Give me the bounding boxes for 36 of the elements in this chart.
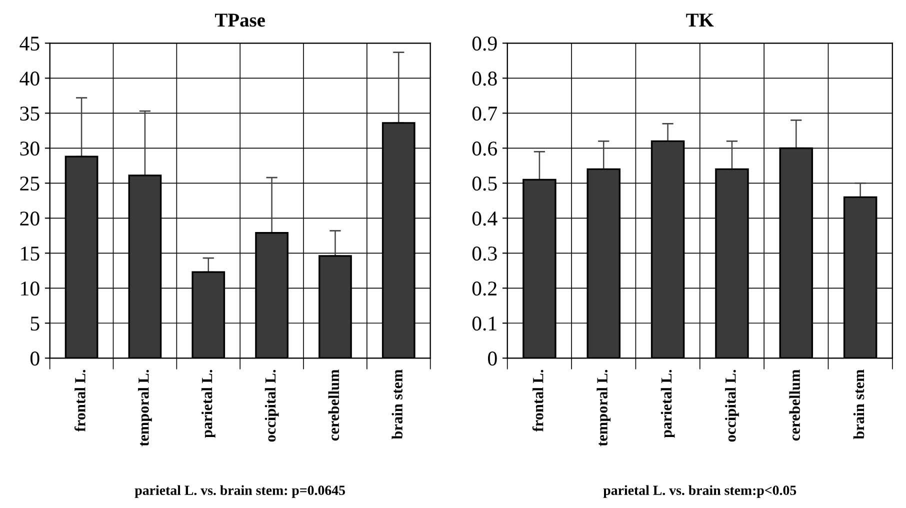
- y-tick-label: 0: [488, 352, 497, 366]
- text: parietal L. vs. brain stem:p<0.05: [603, 485, 796, 498]
- y-tick-label: 0.4: [472, 212, 498, 226]
- chart-title: TPase: [215, 14, 265, 27]
- y-tick-label: 0: [30, 352, 40, 366]
- y-tick-label: 0.3: [472, 246, 497, 261]
- y-tick-label: 0.6: [472, 142, 498, 156]
- y-tick-label: 0.2: [472, 282, 496, 296]
- x-tick-label: frontal L.: [532, 370, 544, 432]
- x-tick-label: parietal L.: [660, 370, 675, 438]
- y-tick-label: 25: [20, 176, 40, 191]
- x-tick-label: parietal L.: [201, 370, 216, 438]
- y-tick-label: 30: [20, 142, 40, 156]
- y-tick-label: 0.9: [472, 36, 497, 51]
- y-tick-label: 40: [20, 72, 40, 86]
- x-tick-label: cerebellum: [328, 370, 340, 441]
- y-tick-label: 0.8: [472, 72, 497, 86]
- x-tick-label: brain stem: [392, 370, 402, 440]
- x-tick-label: frontal L.: [74, 370, 86, 432]
- y-tick-label: 5: [30, 316, 40, 331]
- y-tick-label: 0.1: [472, 316, 496, 331]
- chart-title: TK: [686, 14, 714, 27]
- y-tick-label: 0.5: [472, 176, 497, 191]
- text: parietal L. vs. brain stem: p=0.0645: [134, 485, 346, 498]
- x-tick-label: temporal L.: [596, 370, 611, 446]
- y-tick-label: 15: [21, 246, 40, 261]
- y-tick-label: 45: [20, 36, 40, 51]
- x-tick-label: occipital L.: [264, 370, 279, 442]
- y-tick-label: 0.7: [472, 106, 498, 121]
- y-tick-label: 10: [21, 282, 40, 296]
- x-tick-label: brain stem: [853, 370, 864, 440]
- y-tick-label: 20: [20, 212, 40, 226]
- x-tick-label: cerebellum: [789, 370, 800, 441]
- y-tick-label: 35: [20, 106, 40, 121]
- x-tick-label: temporal L.: [138, 370, 152, 446]
- x-tick-label: occipital L.: [725, 370, 739, 442]
